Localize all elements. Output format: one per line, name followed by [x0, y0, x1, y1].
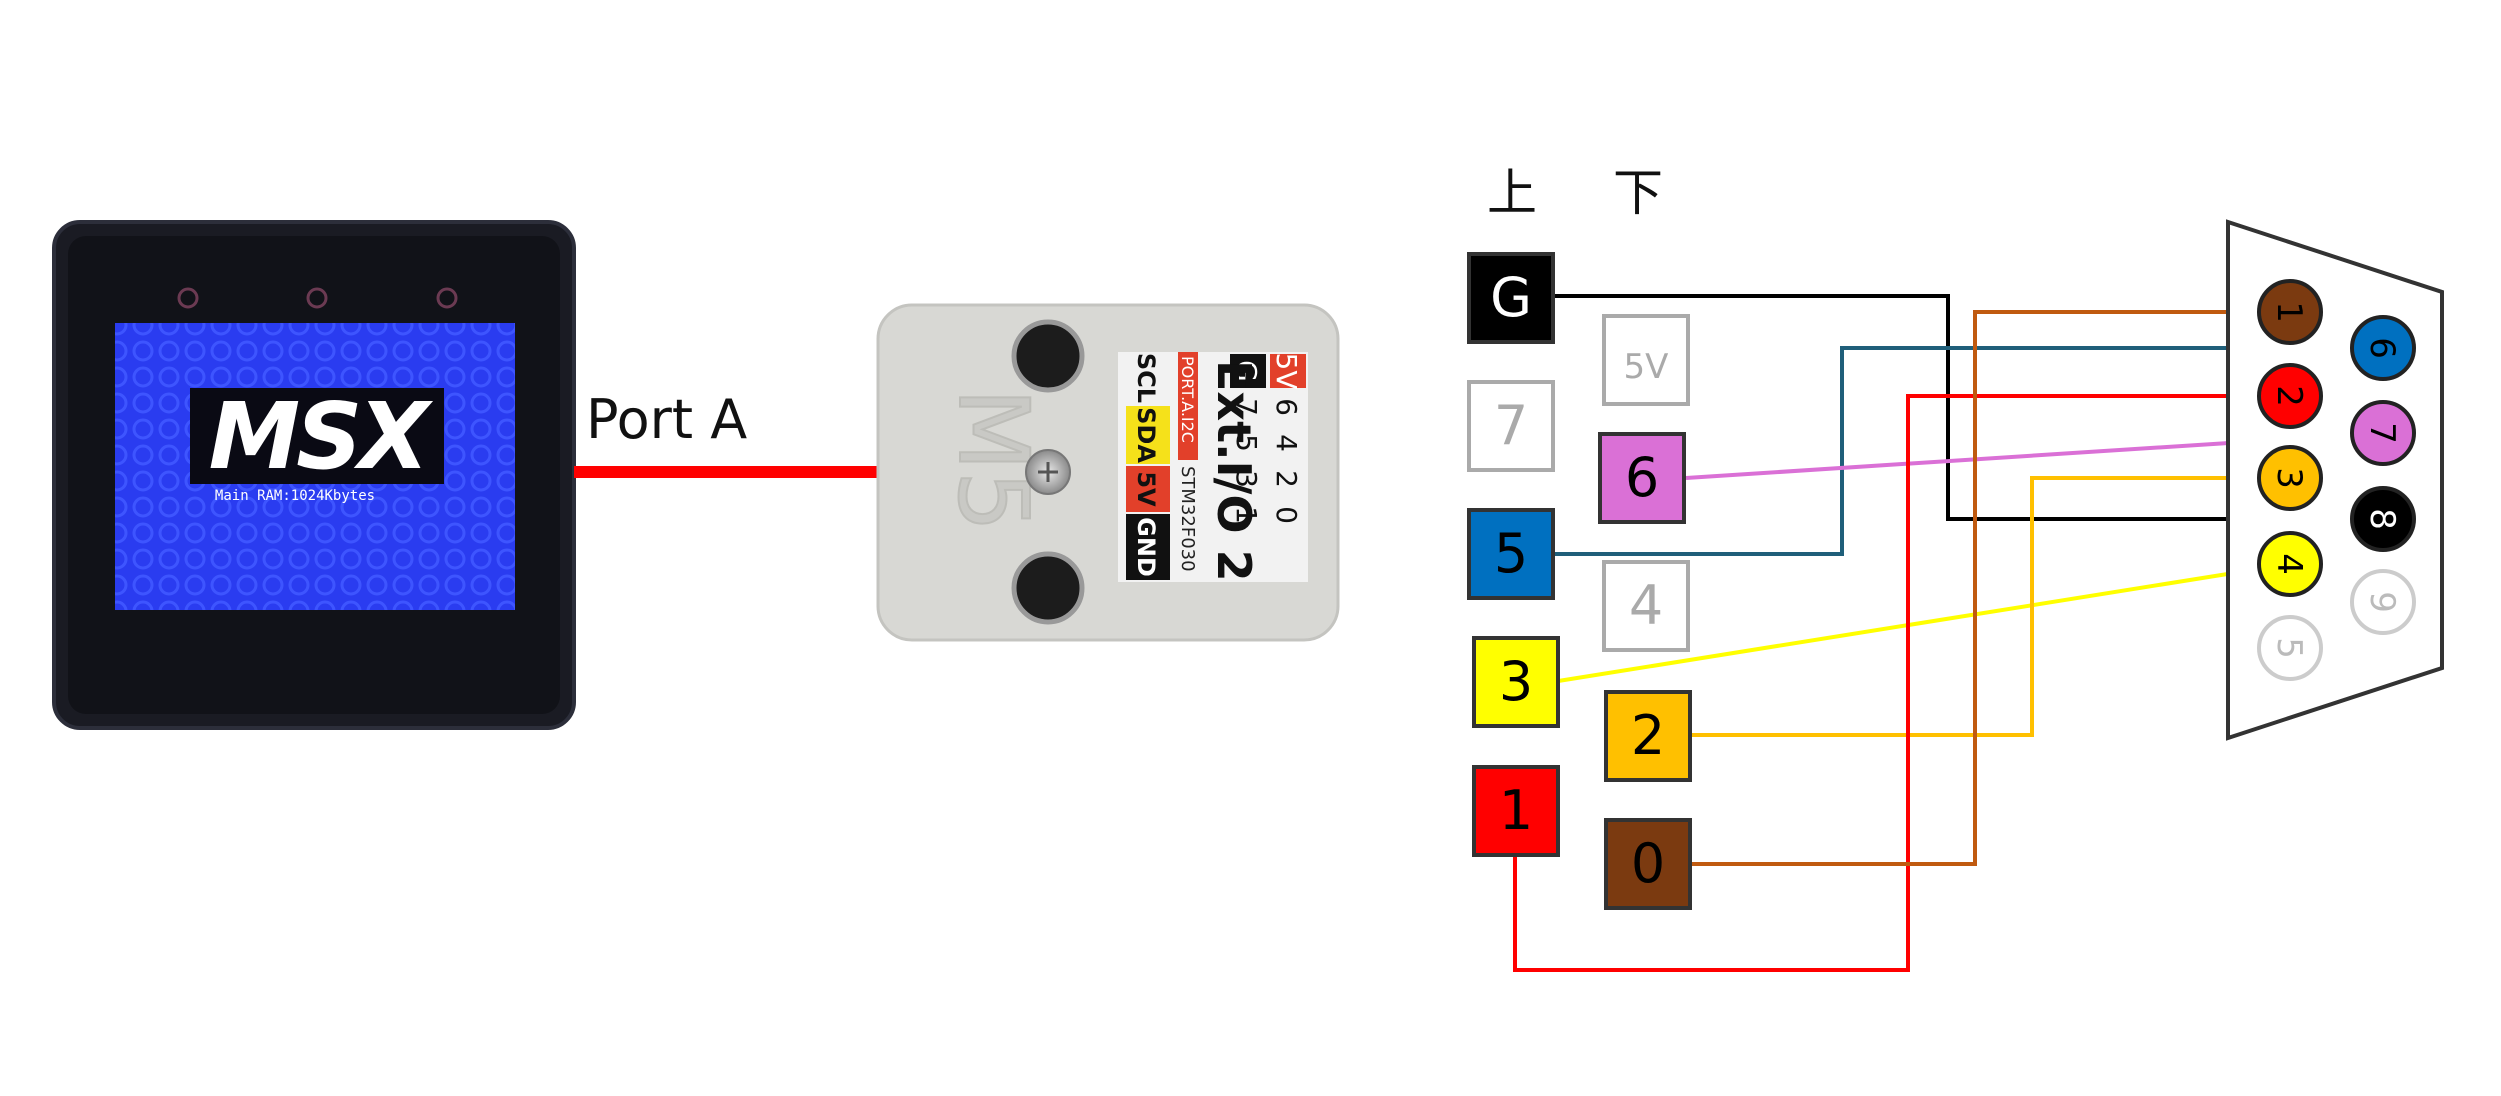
sticker-pin-label: G — [1230, 360, 1263, 382]
module-name: Ext.I/O 2 — [1207, 360, 1261, 582]
io-pin-lower-0-label: 0 — [1631, 832, 1665, 895]
lego-hole-top — [1011, 319, 1085, 393]
scl-label: SCL — [1132, 353, 1160, 403]
io-pin-upper-3-box — [1472, 636, 1560, 728]
port-a-label: Port A — [586, 388, 747, 451]
sticker-pin-cell — [1230, 498, 1266, 532]
io-pin-upper-5-box — [1467, 508, 1555, 600]
io-pin-upper-3-label: 3 — [1499, 650, 1533, 713]
dsub-pin-1 — [2257, 279, 2323, 345]
sticker-pin-label: 4 — [1270, 434, 1303, 452]
msx-logo-box — [190, 388, 444, 484]
io-pin-lower-0-box — [1604, 818, 1692, 910]
dsub-pin-8 — [2350, 486, 2416, 552]
chip-label: STM32F030 — [1177, 466, 1198, 572]
sticker-pin-label: 0 — [1270, 506, 1303, 524]
io-pin-lower-4-box — [1602, 560, 1690, 652]
io-pin-upper-1-label: 1 — [1499, 779, 1533, 842]
io-pin-upper-g-label: G — [1490, 266, 1532, 329]
module-label-sticker: 5V 6 4 2 0 G 7 5 3 1 Ext.I/O 2 PORT.A.I2C STM32F… — [1118, 352, 1308, 582]
sticker-pin-label: 7 — [1230, 398, 1263, 416]
wire-0-to-pin1 — [1686, 310, 2290, 866]
sticker-pin-cell — [1230, 390, 1266, 424]
sticker-pin-cell — [1270, 462, 1306, 496]
io-pin-upper-7-box — [1467, 380, 1555, 472]
wire-g-to-pin8 — [1552, 294, 2383, 521]
dsub-pin-9-label: 9 — [2362, 591, 2402, 613]
io-pin-upper-1-box — [1472, 765, 1560, 857]
sda-label: SDA — [1132, 407, 1160, 463]
dsub-pin-2 — [2257, 363, 2323, 429]
io-pin-lower-5v-box — [1602, 314, 1690, 406]
io-pin-lower-5v-label: 5V — [1624, 347, 1669, 387]
io-pin-upper-g-box — [1467, 252, 1555, 344]
sticker-pin-cell — [1230, 462, 1266, 496]
dsub-pin-6-label: 6 — [2362, 337, 2402, 359]
port-a-i2c-label: PORT.A.I2C — [1178, 356, 1197, 443]
sticker-pin-label: 5V — [1270, 353, 1303, 390]
dsub-pin-7 — [2350, 400, 2416, 466]
io-pin-lower-6-label: 6 — [1625, 446, 1659, 509]
button-b-indicator — [306, 287, 328, 309]
sticker-pin-label: 5 — [1230, 434, 1263, 452]
sticker-pin-label: 3 — [1230, 470, 1263, 488]
dsub-pin-9 — [2350, 569, 2416, 635]
io-pin-lower-4-label: 4 — [1629, 574, 1663, 637]
sticker-pin-cell — [1230, 426, 1266, 460]
gnd-label: GND — [1132, 517, 1160, 577]
dsub-pin-4 — [2257, 531, 2323, 597]
port-a-i2c-badge — [1178, 352, 1198, 460]
io-pin-lower-6-box — [1598, 432, 1686, 524]
module-5v-label: 5V — [1132, 471, 1160, 507]
dsub-pin-6 — [2350, 315, 2416, 381]
lego-hole-bottom — [1011, 551, 1085, 625]
dsub-pin-1-label: 1 — [2269, 301, 2309, 323]
wire-5-to-pin6 — [1552, 346, 2383, 556]
dsub-pin-5 — [2257, 615, 2323, 681]
dsub9-pins: 1 2 3 4 5 6 7 8 9 — [2257, 279, 2416, 681]
io-pin-upper-5-label: 5 — [1494, 522, 1528, 585]
wires — [1513, 294, 2384, 972]
dsub-pin-3 — [2257, 445, 2323, 511]
button-a-indicator — [177, 287, 199, 309]
sticker-pin-label: 6 — [1270, 398, 1303, 416]
sticker-pin-label: 1 — [1230, 506, 1263, 524]
msx-logo: MSX — [209, 383, 434, 490]
m5-device: MSX Main RAM:1024Kbytes — [52, 220, 576, 730]
screen-ram-text: Main RAM:1024Kbytes — [215, 488, 375, 504]
sticker-pin-cell — [1230, 354, 1266, 388]
sticker-pin-cell — [1270, 390, 1306, 424]
wire-1-to-pin2 — [1513, 394, 2290, 972]
sticker-pin-cell — [1270, 498, 1306, 532]
dsub-pin-7-label: 7 — [2362, 422, 2402, 444]
io-pin-lower-2-label: 2 — [1631, 704, 1665, 767]
lower-row-header: 下 — [1613, 164, 1663, 222]
io-pin-blocks: G 7 5 3 1 5V 6 4 2 0 — [1467, 252, 1692, 910]
dsub-pin-4-label: 4 — [2269, 553, 2309, 575]
io-pin-lower-2-box — [1604, 690, 1692, 782]
dsub-pin-8-label: 8 — [2362, 508, 2402, 530]
dsub-pin-2-label: 2 — [2269, 385, 2309, 407]
wire-3-to-pin4 — [1551, 562, 2291, 684]
sticker-pin-label: 2 — [1270, 470, 1303, 488]
upper-row-header: 上 — [1487, 164, 1537, 222]
sticker-pin-cell — [1270, 354, 1306, 388]
io-pin-upper-7-label: 7 — [1494, 394, 1528, 457]
sticker-pin-cell — [1270, 426, 1306, 460]
wire-2-to-pin3 — [1686, 476, 2290, 737]
dsub-pin-3-label: 3 — [2269, 467, 2309, 489]
button-c-indicator — [436, 287, 458, 309]
dsub-pin-5-label: 5 — [2269, 637, 2309, 659]
